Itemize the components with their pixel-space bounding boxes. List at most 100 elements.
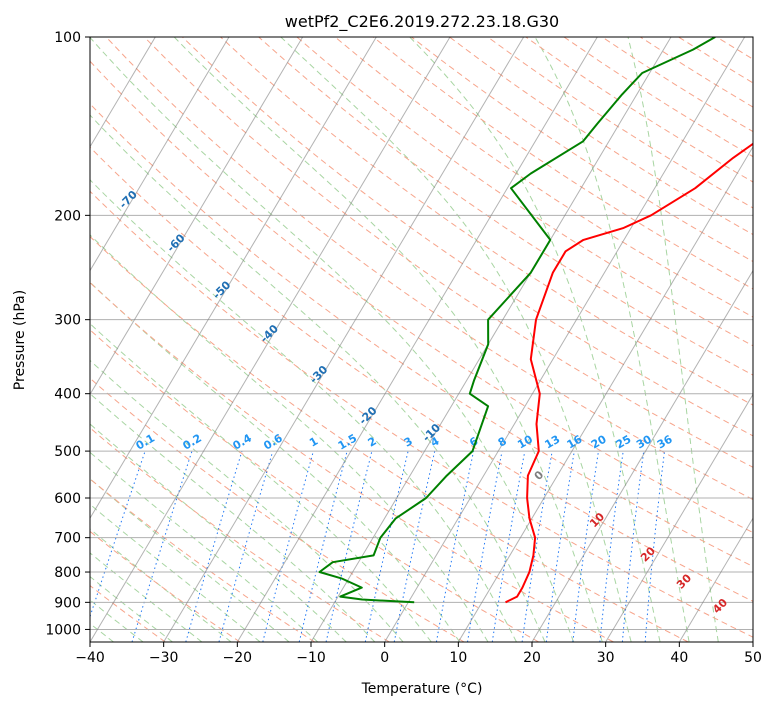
- isotherm-line: [531, 269, 753, 642]
- dry-adiabat-line: [334, 37, 753, 318]
- mixing-ratio-label: 20: [589, 432, 609, 451]
- dry-adiabat-line: [563, 37, 753, 158]
- moist-adiabat-line: [90, 393, 376, 642]
- dry-adiabat-line: [220, 37, 753, 406]
- mixing-ratio-label: 36: [655, 432, 675, 451]
- moist-adiabat-line: [90, 552, 203, 642]
- profile-series: [318, 37, 753, 604]
- y-tick-label: 500: [54, 444, 81, 460]
- mixing-ratio-line: [131, 450, 193, 642]
- isotherm-line: [310, 37, 672, 642]
- x-tick-label: 50: [744, 650, 762, 666]
- isotherm-line: [90, 37, 230, 272]
- moist-adiabat-line: [280, 37, 632, 642]
- dry-adiabat-line: [258, 37, 753, 376]
- mixing-ratio-line: [545, 451, 575, 642]
- isotherm-line: [236, 37, 598, 642]
- moist-adiabat-line: [627, 37, 719, 642]
- mixing-ratio-line: [435, 450, 475, 642]
- mixing-ratio-line: [644, 451, 665, 642]
- mixing-ratio-label: 1.5: [336, 432, 359, 453]
- moist-adiabat-line: [534, 37, 690, 642]
- isotherm-line: [605, 393, 753, 642]
- dewpoint-profile-line: [318, 37, 716, 604]
- mixing-ratio-label: 0.2: [181, 432, 204, 453]
- moist-adiabat-line: [90, 179, 517, 642]
- dry-adiabat-line: [90, 60, 753, 534]
- x-tick-label: −10: [296, 650, 326, 666]
- moist-adiabat-line: [173, 37, 603, 642]
- mixing-ratio-line: [599, 451, 624, 642]
- isotherm-line: [90, 37, 451, 642]
- dry-adiabat-line: [90, 584, 166, 642]
- temperature-profile-line: [505, 142, 753, 604]
- mixing-ratio-line: [491, 451, 526, 642]
- dry-adiabat-line: [90, 146, 753, 602]
- isotherm-line: [678, 517, 753, 642]
- plot-frame: [89, 36, 754, 643]
- mixing-ratio-label: 3: [402, 435, 415, 450]
- moist-adiabat-label: 30: [674, 571, 694, 591]
- x-tick-label: −30: [149, 650, 179, 666]
- moist-adiabat-line: [90, 322, 432, 642]
- y-tick-label: 100: [54, 30, 81, 46]
- dry-adiabat-line: [90, 103, 753, 568]
- dry-adiabat-line: [90, 377, 465, 642]
- y-tick-label: 900: [54, 595, 81, 611]
- isotherm-line: [752, 641, 753, 642]
- mixing-ratio-label: 0.4: [231, 431, 255, 452]
- x-tick-label: −40: [75, 650, 105, 666]
- dry-adiabat-line: [90, 281, 614, 642]
- x-axis: −40 −30 −20 −10 0 10 20 30 40 50: [75, 642, 762, 666]
- skewed-isotherms: [0, 37, 753, 642]
- moist-adiabat-line: [90, 451, 319, 642]
- isotherm-line: [163, 37, 525, 642]
- moist-adiabat-line: [90, 37, 575, 642]
- mixing-ratio-line: [298, 450, 348, 642]
- moist-adiabat-label: 0: [532, 468, 547, 483]
- mixing-ratio-line: [467, 451, 503, 642]
- chart-title: wetPf2_C2E6.2019.272.23.18.G30: [285, 12, 559, 32]
- x-tick-label: −20: [223, 650, 253, 666]
- dry-adiabat-line: [640, 37, 753, 108]
- isotherm-line: [384, 37, 746, 642]
- mixing-ratio-line: [393, 450, 436, 642]
- dry-adiabat-line: [716, 37, 753, 60]
- moist-adiabat-line: [90, 114, 546, 642]
- y-tick-label: 300: [54, 313, 81, 329]
- moist-adiabat-line: [409, 37, 661, 642]
- mixing-ratio-line: [325, 450, 373, 642]
- dry-adiabat-line: [105, 37, 753, 501]
- grid-lines: [90, 37, 753, 630]
- mixing-ratio-lines: [90, 450, 665, 642]
- moist-adiabat-line: [90, 503, 261, 642]
- mixing-ratio-label: 30: [634, 432, 654, 451]
- moist-adiabat-line: [90, 575, 173, 642]
- y-axis: 100 200 300 400 500 600 700 800 900 1000: [45, 30, 90, 638]
- mixing-ratio-label: 25: [614, 433, 634, 452]
- isotherm-line: [457, 145, 753, 642]
- moist-adiabat-line: [90, 281, 461, 642]
- x-axis-title: Temperature (°C): [361, 681, 483, 697]
- mixing-ratio-line: [621, 451, 645, 642]
- moist-adiabat-line: [90, 359, 404, 642]
- isotherm-line: [90, 37, 156, 148]
- dry-adiabat-line: [90, 427, 390, 642]
- moist-adiabat-line: [90, 234, 489, 642]
- dry-adiabat-line: [296, 37, 753, 347]
- mixing-ratio-line: [218, 450, 274, 642]
- mixing-ratio-label: 13: [543, 433, 563, 452]
- dry-adiabat-label: -90: [27, 90, 50, 113]
- y-tick-label: 1000: [45, 622, 81, 638]
- y-axis-title: Pressure (hPa): [12, 290, 28, 390]
- isotherm-line: [0, 37, 8, 642]
- mixing-ratio-line: [185, 450, 243, 642]
- dry-adiabat-line: [90, 329, 540, 642]
- moist-adiabats: [90, 37, 719, 642]
- dry-adiabat-line: [678, 37, 753, 84]
- x-tick-label: 10: [449, 650, 467, 666]
- isotherm-line: [90, 37, 304, 396]
- y-tick-label: 700: [54, 531, 81, 547]
- x-tick-label: 20: [523, 650, 541, 666]
